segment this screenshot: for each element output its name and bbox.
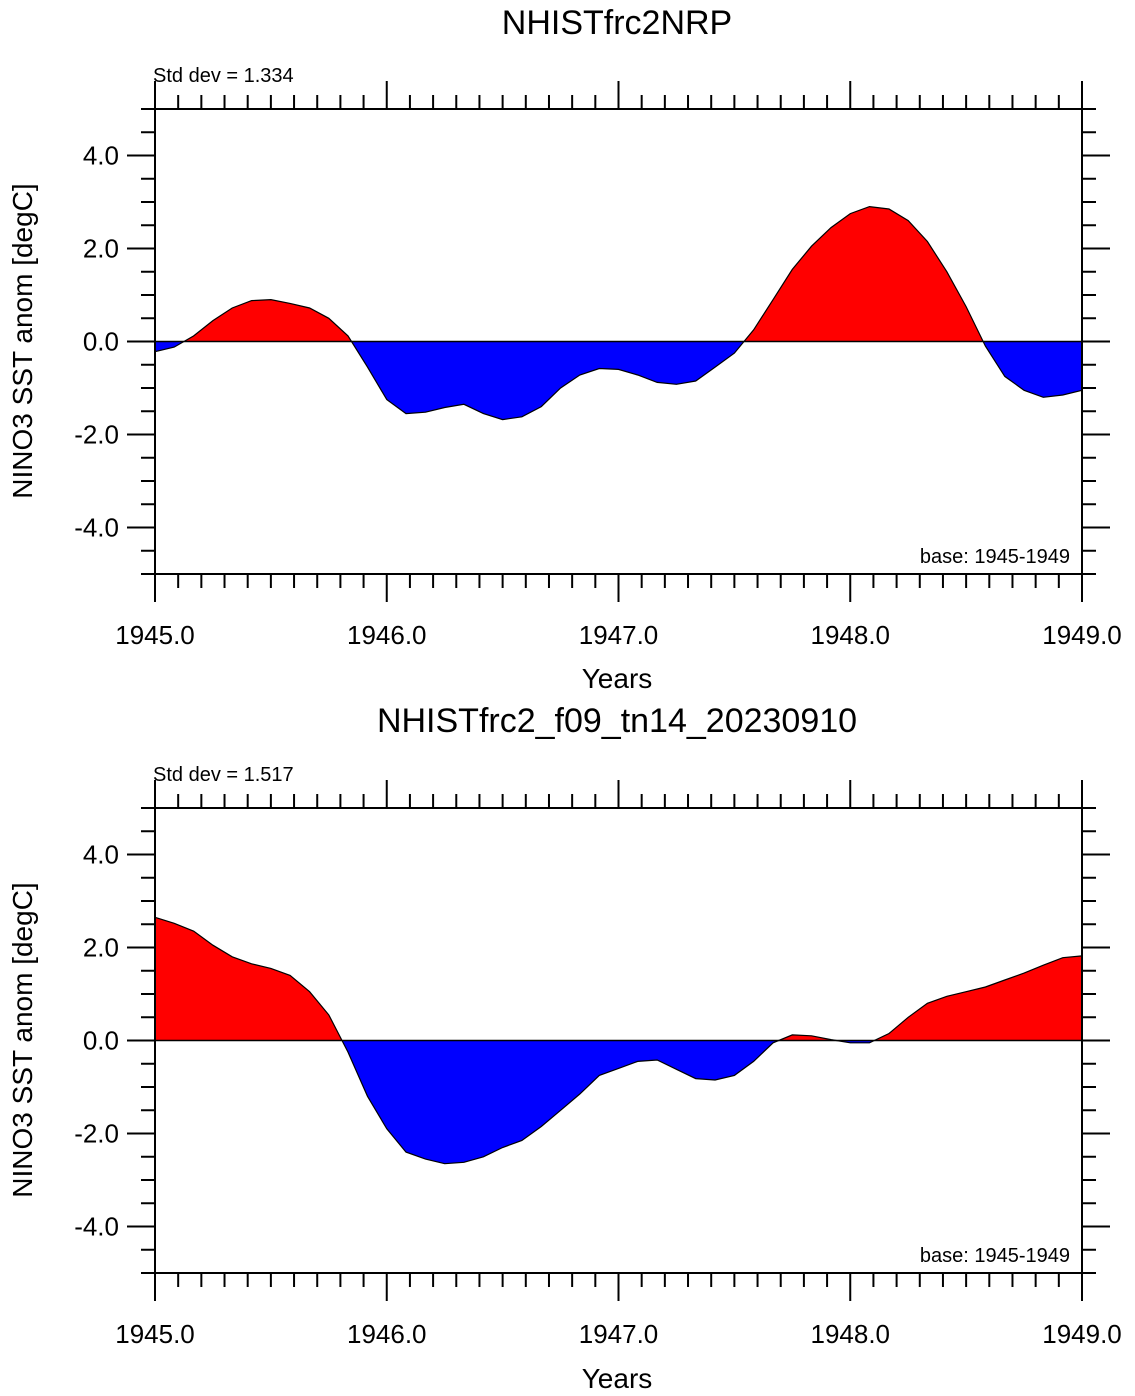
positive-anomaly-area [778, 1034, 837, 1041]
positive-anomaly-area [744, 206, 984, 342]
data-layer [154, 205, 1083, 421]
base-period-label: base: 1945-1949 [920, 546, 1070, 568]
negative-anomaly-area [983, 341, 1082, 398]
std-dev-label: Std dev = 1.334 [153, 65, 294, 87]
x-tick-label: 1948.0 [810, 1319, 890, 1349]
y-axis-title: NINO3 SST anom [degC] [7, 183, 38, 498]
x-tick-label: 1949.0 [1042, 620, 1122, 650]
x-tick-label: 1947.0 [579, 620, 659, 650]
x-tick-label: 1945.0 [115, 1319, 195, 1349]
anomaly-series-line [154, 916, 1083, 1165]
x-axis-title: Years [582, 663, 653, 694]
x-tick-label: 1945.0 [115, 620, 195, 650]
anomaly-series-line [154, 205, 1083, 421]
y-axis-title: NINO3 SST anom [degC] [7, 882, 38, 1197]
chart-title: NHISTfrc2_f09_tn14_20230910 [377, 702, 857, 740]
positive-anomaly-area [184, 299, 352, 342]
data-layer [154, 916, 1083, 1165]
x-tick-label: 1946.0 [347, 1319, 427, 1349]
y-tick-label: -4.0 [74, 1212, 119, 1242]
std-dev-label: Std dev = 1.517 [153, 764, 294, 786]
x-tick-label: 1948.0 [810, 620, 890, 650]
x-tick-label: 1949.0 [1042, 1319, 1122, 1349]
x-axis-title: Years [582, 1363, 653, 1394]
y-tick-label: 2.0 [83, 933, 119, 963]
y-tick-label: 0.0 [83, 1026, 119, 1056]
y-tick-label: -2.0 [74, 1119, 119, 1149]
x-tick-label: 1946.0 [347, 620, 427, 650]
x-tick-label: 1947.0 [579, 1319, 659, 1349]
axes-layer: 1945.0 1946.0 1947.0 1948.0 1949.0 -4.0 -2.0 0.… [74, 780, 1122, 1349]
positive-anomaly-area [155, 917, 342, 1041]
negative-anomaly-area [155, 341, 184, 352]
y-tick-label: 4.0 [83, 840, 119, 870]
y-tick-label: 2.0 [83, 234, 119, 264]
y-tick-label: 0.0 [83, 327, 119, 357]
positive-anomaly-area [874, 955, 1082, 1041]
y-tick-label: -2.0 [74, 420, 119, 450]
negative-anomaly-area [342, 1040, 779, 1164]
base-period-label: base: 1945-1949 [920, 1245, 1070, 1267]
negative-anomaly-area [351, 341, 744, 420]
chart-title: NHISTfrc2NRP [502, 4, 732, 42]
axes-layer: 1945.0 1946.0 1947.0 1948.0 1949.0 -4.0 -2.0 0.… [74, 81, 1122, 650]
chart-panel-1: 1945.0 1946.0 1947.0 1948.0 1949.0 -4.0 -2.0 0.… [7, 4, 1122, 694]
y-tick-label: 4.0 [83, 141, 119, 171]
y-tick-label: -4.0 [74, 513, 119, 543]
chart-panel-2: 1945.0 1946.0 1947.0 1948.0 1949.0 -4.0 -2.0 0.… [7, 702, 1122, 1394]
